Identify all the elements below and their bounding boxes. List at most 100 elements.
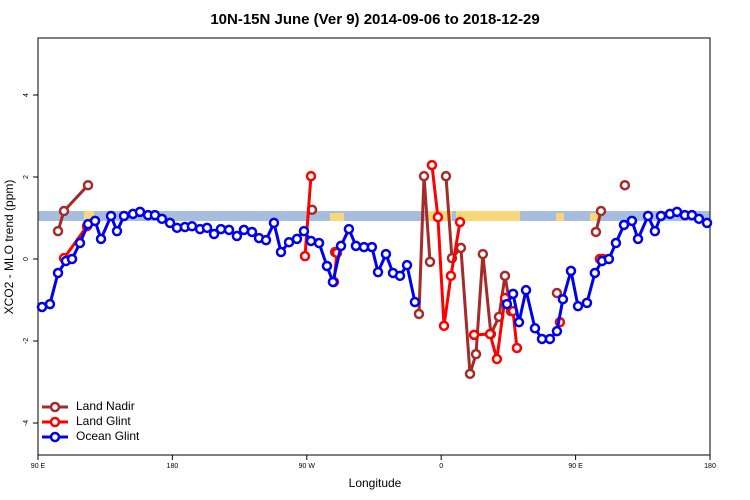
data-point bbox=[484, 328, 496, 340]
data-point bbox=[118, 210, 130, 222]
data-point bbox=[313, 237, 325, 249]
data-point bbox=[134, 206, 146, 218]
data-point bbox=[581, 297, 593, 309]
x-tick-label: 90 W bbox=[299, 463, 316, 470]
data-point bbox=[520, 284, 532, 296]
y-tick-label: -4 bbox=[23, 420, 30, 426]
data-point bbox=[693, 213, 705, 225]
data-point bbox=[156, 213, 168, 225]
data-point bbox=[595, 205, 607, 217]
x-tick-label: 0 bbox=[439, 463, 443, 470]
data-point bbox=[438, 320, 450, 332]
data-point bbox=[260, 234, 272, 246]
data-point bbox=[507, 288, 519, 300]
x-tick-label: 180 bbox=[704, 463, 716, 470]
data-point bbox=[610, 237, 622, 249]
data-point bbox=[701, 217, 713, 229]
data-point bbox=[440, 170, 452, 182]
x-tick-label: 180 bbox=[167, 463, 179, 470]
x-tick-label: 90 E bbox=[31, 463, 46, 470]
data-point bbox=[223, 224, 235, 236]
data-point bbox=[95, 233, 107, 245]
data-point bbox=[350, 240, 362, 252]
data-point bbox=[164, 217, 176, 229]
x-tick-label: 90 E bbox=[568, 463, 583, 470]
data-point bbox=[238, 224, 250, 236]
data-point bbox=[619, 179, 631, 191]
data-point bbox=[186, 220, 198, 232]
data-point bbox=[74, 237, 86, 249]
data-point bbox=[401, 259, 413, 271]
data-point bbox=[626, 215, 638, 227]
data-point bbox=[418, 170, 430, 182]
data-point bbox=[477, 248, 489, 260]
data-point bbox=[426, 159, 438, 171]
data-point bbox=[82, 179, 94, 191]
data-point bbox=[201, 222, 213, 234]
land-strip bbox=[330, 213, 344, 221]
legend-label: Land Glint bbox=[76, 414, 131, 428]
data-point bbox=[208, 228, 220, 240]
data-point bbox=[321, 260, 333, 272]
data-point bbox=[557, 293, 569, 305]
data-point bbox=[343, 223, 355, 235]
data-point bbox=[305, 235, 317, 247]
legend-marker bbox=[49, 431, 61, 443]
data-point bbox=[52, 267, 64, 279]
data-point bbox=[511, 342, 523, 354]
land-strip bbox=[84, 211, 94, 221]
data-point bbox=[470, 348, 482, 360]
data-point bbox=[275, 246, 287, 258]
data-point bbox=[551, 325, 563, 337]
data-point bbox=[366, 241, 378, 253]
y-tick-label: 4 bbox=[23, 93, 30, 97]
data-point bbox=[618, 219, 630, 231]
data-point bbox=[380, 248, 392, 260]
land-strip bbox=[556, 213, 564, 221]
legend-marker bbox=[49, 416, 61, 428]
data-point bbox=[544, 333, 556, 345]
data-point bbox=[589, 267, 601, 279]
data-point bbox=[58, 205, 70, 217]
y-tick-label: 0 bbox=[23, 257, 30, 261]
data-point bbox=[246, 226, 258, 238]
data-point bbox=[655, 210, 667, 222]
data-point bbox=[632, 233, 644, 245]
data-point bbox=[468, 329, 480, 341]
y-tick-label: -2 bbox=[23, 338, 30, 344]
series-line bbox=[62, 164, 603, 360]
data-point bbox=[105, 210, 117, 222]
data-point bbox=[455, 242, 467, 254]
data-point bbox=[394, 270, 406, 282]
data-point bbox=[590, 226, 602, 238]
data-point bbox=[299, 250, 311, 262]
data-point bbox=[44, 298, 56, 310]
ocean-strip bbox=[38, 211, 710, 221]
data-point bbox=[335, 240, 347, 252]
legend-label: Ocean Glint bbox=[76, 429, 140, 443]
data-point bbox=[572, 300, 584, 312]
data-point bbox=[529, 323, 541, 334]
data-point bbox=[111, 225, 123, 237]
data-point bbox=[513, 316, 525, 328]
x-axis-label: Longitude bbox=[349, 476, 402, 490]
data-point bbox=[464, 368, 476, 380]
data-point bbox=[413, 308, 425, 320]
y-tick-label: 2 bbox=[23, 175, 30, 179]
land-strip bbox=[456, 211, 520, 221]
data-point bbox=[491, 353, 503, 365]
data-point bbox=[445, 270, 457, 282]
data-point bbox=[642, 210, 654, 222]
y-axis-label: XCO2 - MLO trend (ppm) bbox=[2, 180, 16, 315]
data-point bbox=[305, 170, 317, 182]
data-point bbox=[372, 266, 384, 278]
legend-marker bbox=[49, 401, 61, 413]
data-point bbox=[501, 298, 513, 310]
data-point bbox=[432, 211, 444, 223]
data-point bbox=[215, 223, 227, 235]
data-point bbox=[454, 216, 466, 228]
data-point bbox=[231, 230, 243, 242]
data-point bbox=[499, 270, 511, 282]
data-point bbox=[565, 265, 577, 277]
